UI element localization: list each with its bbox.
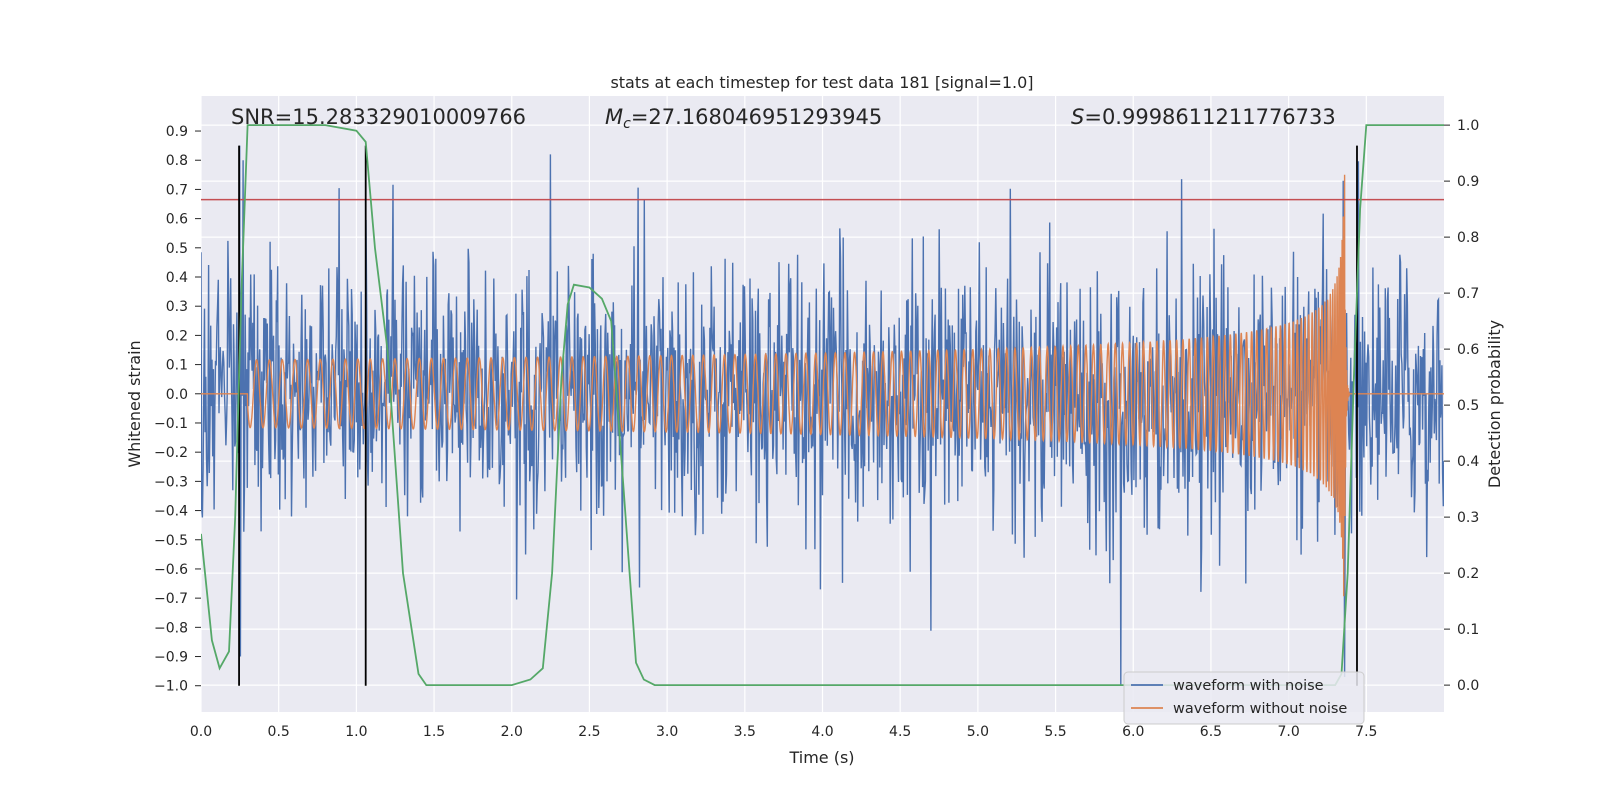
chart-title: stats at each timestep for test data 181… [610,73,1033,92]
y2-tick-label: 1.0 [1457,118,1479,134]
y2-tick-label: 0.7 [1457,286,1479,302]
snr-annotation: SNR=15.283329010009766 [231,105,526,129]
y2-tick-label: 0.5 [1457,398,1479,414]
x-tick-label: 5.0 [967,724,989,740]
x-tick-label: 4.0 [811,724,833,740]
y2-tick-label: 0.1 [1457,622,1479,638]
x-tick-label: 7.5 [1355,724,1377,740]
series-waveform-without-noise [201,174,1444,597]
y2-tick-label: 0.4 [1457,454,1479,470]
y-tick-label: 0.7 [166,182,188,198]
score-symbol: S [1071,105,1084,129]
y-tick-label: 0.2 [166,328,188,344]
y-tick-label: 0.4 [166,270,188,286]
x-tick-label: 2.5 [578,724,600,740]
y-tick-label: 0.6 [166,212,188,228]
legend-label-clean: waveform without noise [1173,701,1347,717]
y-tick-label: −0.1 [154,416,188,432]
y-tick-label: 0.0 [166,387,188,403]
x-axis-label: Time (s) [788,748,854,767]
y-axis-label: Whitened strain [125,340,144,467]
y-tick-label: −0.6 [154,562,188,578]
x-tick-label: 2.0 [501,724,523,740]
chirp-mass-symbol: M [605,105,623,129]
legend-box [1123,671,1365,725]
y-tick-label: 0.3 [166,299,188,315]
x-axis-ticks: 0.0 0.5 1.0 1.5 2.0 2.5 3.0 3.5 4.0 4.5 5.0 5.5 6.0 6… [190,724,1378,740]
x-tick-label: 4.5 [889,724,911,740]
y-tick-label: −0.4 [154,504,188,520]
chirp-mass-subscript: c [623,116,631,132]
x-tick-label: 0.5 [268,724,290,740]
chirp-mass-annotation: Mc=27.168046951293945 [605,105,882,132]
y-tick-label: −0.3 [154,474,188,490]
y2-tick-label: 0.9 [1457,174,1479,190]
x-tick-label: 7.0 [1277,724,1299,740]
x-tick-label: 3.5 [734,724,756,740]
chirp-mass-value: =27.168046951293945 [631,105,882,129]
y2-tick-label: 0.8 [1457,230,1479,246]
y-tick-label: −0.2 [154,445,188,461]
score-value: =0.9998611211776733 [1084,105,1335,129]
chirp-line [201,174,1444,597]
y-axis-ticks: 0.9 0.8 0.7 0.6 0.5 0.4 0.3 0.2 0.1 0.0 −0.1 −0.2 −0… [154,124,201,695]
x-tick-label: 0.0 [190,724,212,740]
y-tick-label: 0.5 [166,241,188,257]
y-tick-label: −0.7 [154,591,188,607]
y2-axis-ticks: 1.0 0.9 0.8 0.7 0.6 0.5 0.4 0.3 0.2 0.1 0.0 [1444,118,1479,694]
y2-tick-label: 0.2 [1457,566,1479,582]
y2-tick-label: 0.6 [1457,342,1479,358]
x-tick-label: 6.5 [1200,724,1222,740]
y2-tick-label: 0.3 [1457,510,1479,526]
y-tick-label: −1.0 [154,679,188,695]
x-tick-label: 6.0 [1122,724,1144,740]
y2-axis-label: Detection probability [1485,320,1504,488]
y-tick-label: −0.5 [154,533,188,549]
legend: waveform with noise waveform without noi… [1123,671,1365,725]
reference-lines [201,145,1444,686]
score-annotation: S=0.9998611211776733 [1071,105,1336,129]
y-tick-label: 0.8 [166,153,188,169]
x-tick-label: 3.0 [656,724,678,740]
x-tick-label: 1.0 [345,724,367,740]
legend-label-noise: waveform with noise [1173,678,1324,694]
x-tick-label: 1.5 [423,724,445,740]
y-tick-label: 0.9 [166,124,188,140]
y2-tick-label: 0.0 [1457,678,1479,694]
y-tick-label: 0.1 [166,358,188,374]
x-tick-label: 5.5 [1044,724,1066,740]
y-tick-label: −0.8 [154,620,188,636]
y-tick-label: −0.9 [154,650,188,666]
